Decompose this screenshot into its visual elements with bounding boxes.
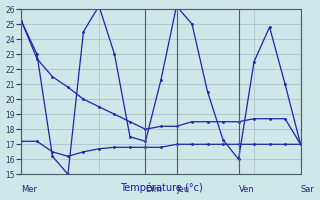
Text: Dim: Dim <box>146 185 163 194</box>
Text: Mer: Mer <box>21 185 37 194</box>
X-axis label: Température (°c): Température (°c) <box>120 183 202 193</box>
Text: Sar: Sar <box>300 185 315 194</box>
Text: Ven: Ven <box>238 185 254 194</box>
Text: Jeu: Jeu <box>177 185 190 194</box>
